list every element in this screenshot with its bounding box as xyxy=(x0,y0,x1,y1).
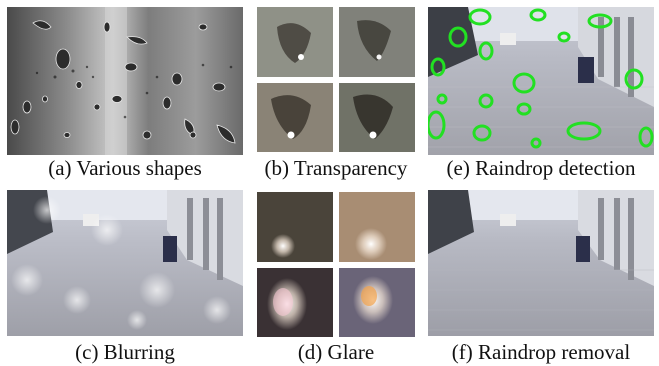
caption-glare: (d) Glare xyxy=(297,340,375,364)
photo-glare-grid xyxy=(257,192,415,337)
photo-blurring xyxy=(7,190,243,336)
caption-blurring: (c) Blurring xyxy=(75,340,175,364)
caption-raindrop-detection: (e) Raindrop detection xyxy=(446,156,636,180)
photo-raindrop-detection xyxy=(428,7,654,155)
photo-various-shapes xyxy=(7,7,243,155)
caption-various-shapes: (a) Various shapes xyxy=(48,156,202,180)
caption-raindrop-removal: (f) Raindrop removal xyxy=(451,340,631,364)
photo-transparency-grid xyxy=(257,7,415,152)
caption-transparency: (b) Transparency xyxy=(264,156,408,180)
photo-raindrop-removal xyxy=(428,190,654,336)
